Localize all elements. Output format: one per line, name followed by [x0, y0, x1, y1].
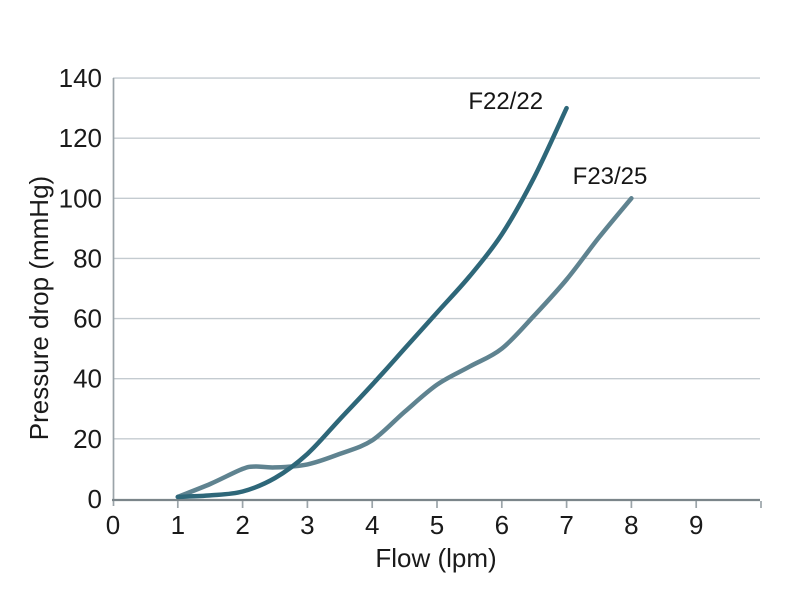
x-tick-label-2: 2	[235, 510, 249, 540]
x-tick-label-6: 6	[495, 510, 509, 540]
x-tick-label-9: 9	[689, 510, 703, 540]
x-tick-label-0: 0	[106, 510, 120, 540]
curve-f22-22	[175, 105, 569, 500]
x-tick-label-3: 3	[300, 510, 314, 540]
y-tick-label-20: 20	[73, 424, 102, 454]
tick-labels-layer: 0 20 40 60 80 100 120 140 0 1 2 3 4 5 6 7 8 9	[59, 63, 704, 540]
gridlines-layer	[113, 77, 760, 440]
x-tick-label-8: 8	[624, 510, 638, 540]
axes-layer	[112, 78, 762, 508]
curves-layer	[175, 105, 634, 500]
y-axis-label: Pressure drop (mmHg)	[24, 176, 54, 440]
x-tick-label-7: 7	[559, 510, 573, 540]
y-tick-label-140: 140	[59, 63, 102, 93]
series-label-f23-25: F23/25	[573, 163, 648, 190]
series-label-f22-22: F22/22	[468, 88, 543, 115]
y-tick-label-40: 40	[73, 364, 102, 394]
y-tick-label-120: 120	[59, 123, 102, 153]
x-tick-label-1: 1	[171, 510, 185, 540]
x-axis-label: Flow (lpm)	[375, 543, 496, 573]
labels-layer: Flow (lpm) Pressure drop (mmHg) F23/25 F2…	[24, 88, 647, 573]
y-tick-label-0: 0	[88, 484, 102, 514]
x-tick-label-4: 4	[365, 510, 379, 540]
y-tick-label-60: 60	[73, 304, 102, 334]
curve-f23-25	[175, 196, 634, 500]
y-tick-label-80: 80	[73, 243, 102, 273]
x-tick-label-5: 5	[430, 510, 444, 540]
y-tick-label-100: 100	[59, 183, 102, 213]
